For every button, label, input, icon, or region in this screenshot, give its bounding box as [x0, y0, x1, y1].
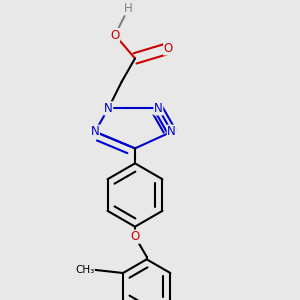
Text: O: O: [130, 230, 140, 243]
Text: N: N: [167, 125, 176, 138]
Text: N: N: [104, 102, 113, 115]
Text: O: O: [110, 28, 120, 42]
Text: CH₃: CH₃: [75, 265, 94, 275]
Text: O: O: [164, 42, 173, 55]
Text: N: N: [91, 125, 99, 138]
Text: H: H: [124, 2, 133, 15]
Text: N: N: [154, 102, 163, 115]
